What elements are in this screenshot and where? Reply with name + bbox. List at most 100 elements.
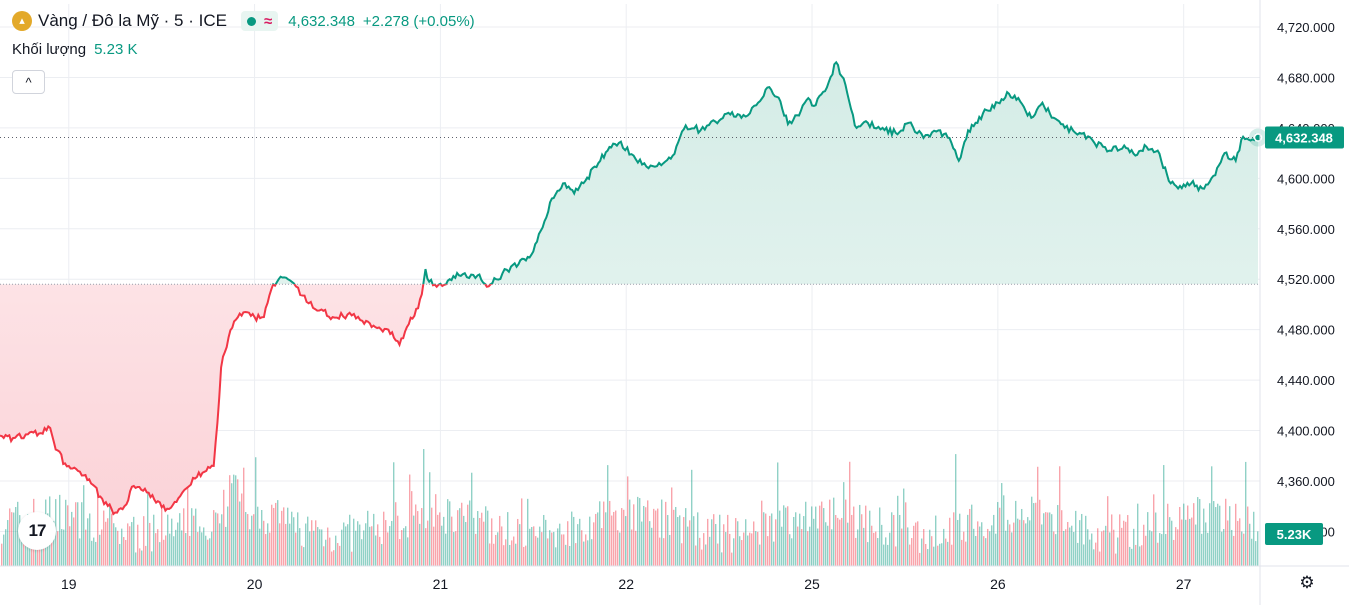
volume-bar — [479, 517, 481, 566]
volume-bar — [395, 502, 397, 566]
volume-bar — [759, 544, 761, 566]
volume-bar — [655, 510, 657, 566]
volume-bar — [297, 512, 299, 566]
volume-bar — [719, 514, 721, 566]
volume-bar — [211, 531, 213, 566]
volume-bar — [847, 522, 849, 566]
volume-bar — [963, 531, 965, 566]
volume-bar — [61, 529, 63, 566]
symbol-title[interactable]: Vàng / Đô la Mỹ · 5 · ICE — [38, 11, 227, 30]
volume-bar — [135, 552, 137, 566]
volume-bar — [729, 533, 731, 566]
volume-bar — [825, 522, 827, 566]
volume-bar — [485, 506, 487, 566]
volume-bar — [233, 474, 235, 566]
volume-bar — [105, 521, 107, 566]
volume-bar — [691, 469, 693, 566]
volume-bar — [783, 505, 785, 566]
volume-bar — [813, 518, 815, 566]
volume-bar — [805, 501, 807, 566]
market-status[interactable]: ≈ — [240, 11, 279, 31]
volume-bar — [1047, 512, 1049, 566]
volume-bar — [991, 525, 993, 566]
volume-bar — [949, 517, 951, 566]
volume-bar — [467, 504, 469, 566]
volume-bar — [333, 550, 335, 566]
volume-bar — [443, 516, 445, 566]
volume-bar — [653, 508, 655, 566]
volume-bar — [945, 538, 947, 566]
volume-bar — [259, 528, 261, 566]
volume-bar — [277, 500, 279, 566]
volume-bar — [605, 512, 607, 566]
volume-bar — [567, 521, 569, 566]
collapse-legend-button[interactable]: ^ — [12, 70, 45, 94]
volume-bar — [245, 512, 247, 566]
price-line-down — [0, 284, 493, 516]
volume-bar — [577, 524, 579, 566]
volume-bar — [1099, 551, 1101, 566]
volume-bar — [299, 528, 301, 566]
volume-bar — [703, 533, 705, 566]
volume-bar — [359, 524, 361, 566]
volume-bar — [709, 536, 711, 566]
volume-bar — [1037, 466, 1039, 566]
volume-bar — [769, 515, 771, 566]
volume-bar — [113, 523, 115, 566]
volume-bar — [453, 532, 455, 566]
volume-bar — [983, 536, 985, 566]
y-tick-label: 4,560.000 — [1277, 222, 1335, 237]
volume-bar — [1021, 508, 1023, 566]
volume-bar — [447, 499, 449, 566]
volume-bar — [871, 525, 873, 566]
volume-bar — [1051, 514, 1053, 566]
volume-bar — [637, 496, 639, 566]
volume-bar — [123, 537, 125, 566]
volume-bar — [627, 476, 629, 566]
volume-bar — [903, 488, 905, 566]
volume-bar — [347, 524, 349, 566]
volume-bar — [1077, 542, 1079, 566]
volume-bar — [569, 545, 571, 566]
volume-bar — [315, 520, 317, 566]
volume-bar — [1121, 527, 1123, 566]
volume-bar — [219, 523, 221, 566]
x-tick-label: 20 — [247, 576, 263, 592]
volume-bar — [1257, 531, 1259, 566]
tradingview-logo[interactable]: 17 — [18, 512, 56, 550]
volume-bar — [829, 499, 831, 566]
volume-bar — [289, 523, 291, 566]
volume-bar — [787, 506, 789, 566]
volume-bar — [1127, 515, 1129, 566]
volume-bar — [1113, 529, 1115, 566]
volume-bar — [163, 539, 165, 566]
volume-bar — [175, 529, 177, 566]
volume-bar — [411, 491, 413, 566]
volume-bar — [1195, 524, 1197, 566]
volume-bar — [1107, 496, 1109, 566]
volume-bar — [555, 547, 557, 566]
volume-bar — [387, 532, 389, 566]
volume-bar — [183, 508, 185, 566]
volume-bar — [591, 539, 593, 566]
volume-bar — [1023, 520, 1025, 566]
volume-bar — [483, 521, 485, 566]
volume-bar — [129, 526, 131, 566]
volume-bar — [1065, 529, 1067, 566]
volume-bar — [125, 539, 127, 566]
volume-bar — [1233, 535, 1235, 566]
volume-bar — [835, 515, 837, 566]
volume-bar — [415, 504, 417, 566]
settings-icon[interactable]: ⚙ — [1299, 573, 1315, 592]
volume-bar — [891, 512, 893, 566]
volume-bar — [195, 508, 197, 566]
volume-bar — [737, 521, 739, 566]
volume-bar — [477, 511, 479, 566]
volume-bar — [539, 526, 541, 566]
volume-bar — [1079, 520, 1081, 566]
volume-bar — [1211, 466, 1213, 566]
volume-bar — [271, 504, 273, 566]
volume-bar — [599, 501, 601, 566]
